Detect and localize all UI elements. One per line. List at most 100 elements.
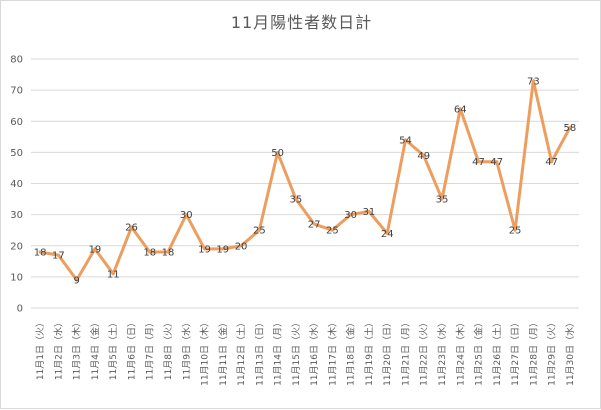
data-label: 9 [73, 275, 79, 286]
data-label: 18 [34, 247, 47, 258]
x-tick-label: 11月23日（水） [436, 318, 448, 386]
y-tick-label: 80 [10, 55, 23, 66]
data-point [129, 225, 133, 229]
x-tick-label: 11月8日（火） [163, 318, 174, 380]
x-tick-label: 11月19日（土） [363, 318, 375, 386]
data-label: 47 [545, 157, 558, 168]
x-tick-label: 11月13日（日） [254, 318, 265, 386]
data-label: 20 [235, 241, 248, 252]
data-label: 19 [216, 244, 229, 255]
data-label: 19 [198, 244, 211, 255]
data-point [38, 250, 42, 254]
x-tick-label: 11月21日（月） [400, 318, 411, 386]
data-label: 24 [381, 229, 394, 240]
data-label: 18 [162, 247, 175, 258]
data-label: 25 [253, 226, 266, 237]
data-point [531, 79, 535, 83]
x-tick-label: 11月10日（木） [199, 318, 211, 386]
data-label: 27 [308, 219, 321, 230]
data-label: 49 [417, 151, 430, 162]
data-label: 73 [527, 76, 540, 87]
data-point [422, 153, 426, 157]
data-label: 35 [436, 195, 449, 206]
x-axis-ticks: 11月1日（火） 11月2日（水） 11月3日（木） 11月4日（金） 11月5日（土）… [35, 318, 576, 386]
x-tick-label: 11月26日（土） [491, 318, 503, 386]
y-tick-label: 50 [10, 148, 23, 159]
data-point [349, 213, 353, 217]
chart-title: 11月陽性者数日計 [230, 13, 373, 32]
data-point [257, 228, 261, 232]
x-tick-label: 11月1日（火） [35, 318, 46, 380]
y-tick-label: 30 [10, 210, 23, 221]
x-tick-label: 11月18日（金） [345, 318, 357, 386]
data-point [294, 197, 298, 201]
x-tick-label: 11月16日（水） [308, 318, 320, 386]
data-label: 47 [490, 157, 503, 168]
x-tick-label: 11月30日（水） [564, 318, 576, 386]
data-point [148, 250, 152, 254]
data-point [330, 228, 334, 232]
data-point [203, 247, 207, 251]
y-tick-label: 70 [10, 86, 23, 97]
data-label: 26 [125, 223, 138, 234]
grid-lines [31, 58, 579, 309]
y-tick-label: 20 [10, 241, 23, 252]
data-point [513, 228, 517, 232]
data-point [221, 247, 225, 251]
y-tick-label: 40 [10, 179, 23, 190]
data-point [56, 253, 60, 257]
data-label: 17 [52, 251, 65, 262]
data-point [75, 278, 79, 282]
data-label: 47 [472, 157, 485, 168]
data-point [239, 244, 243, 248]
data-label: 31 [363, 207, 376, 218]
data-label: 30 [344, 210, 357, 221]
x-tick-label: 11月15日（火） [291, 318, 302, 386]
data-point [276, 150, 280, 154]
data-point [403, 138, 407, 142]
x-tick-label: 11月12日（土） [235, 318, 247, 386]
data-point [312, 222, 316, 226]
data-point [93, 247, 97, 251]
data-point [550, 160, 554, 164]
data-label: 50 [271, 148, 284, 159]
x-tick-label: 11月4日（金） [89, 318, 101, 380]
x-tick-label: 11月14日（月） [273, 318, 284, 386]
series-layer [38, 79, 572, 282]
data-label: 30 [180, 210, 193, 221]
data-point [184, 213, 188, 217]
data-label: 18 [143, 247, 156, 258]
data-label: 58 [563, 123, 576, 134]
data-point [367, 210, 371, 214]
data-label: 54 [399, 135, 412, 146]
data-point [166, 250, 170, 254]
series-line [38, 79, 572, 282]
data-point [440, 197, 444, 201]
data-labels: 18 17 9 19 11 26 18 18 30 19 19 20 25 50 35 27 25 30 31 24 5… [34, 76, 576, 286]
y-axis-ticks: 0 10 20 30 40 50 60 70 80 [10, 55, 23, 315]
x-tick-label: 11月3日（木） [71, 318, 83, 380]
x-tick-label: 11月9日（水） [180, 318, 192, 380]
x-tick-label: 11月20日（日） [382, 318, 393, 386]
x-tick-label: 11月11日（金） [217, 318, 229, 386]
x-tick-label: 11月27日（日） [510, 318, 521, 386]
x-tick-label: 11月6日（日） [126, 318, 137, 380]
data-point [458, 107, 462, 111]
x-tick-label: 11月28日（月） [528, 318, 539, 386]
x-tick-label: 11月29日（火） [547, 318, 558, 386]
data-label: 19 [89, 244, 102, 255]
x-tick-label: 11月24日（木） [454, 318, 466, 386]
data-label: 11 [107, 269, 120, 280]
y-tick-label: 10 [10, 272, 23, 283]
x-tick-label: 11月7日（月） [145, 318, 156, 380]
data-point [385, 231, 389, 235]
data-point [111, 272, 115, 276]
data-point [495, 160, 499, 164]
data-point [568, 125, 572, 129]
x-tick-label: 11月25日（金） [473, 318, 485, 386]
x-tick-label: 11月17日（木） [326, 318, 338, 386]
y-tick-label: 0 [17, 304, 23, 315]
x-tick-label: 11月22日（火） [419, 318, 430, 386]
